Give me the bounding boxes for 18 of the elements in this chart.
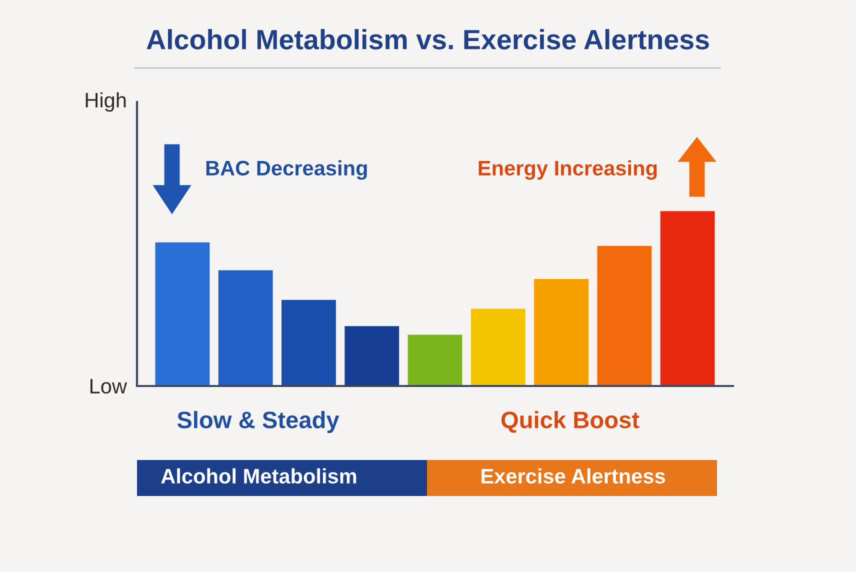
chart-title: Alcohol Metabolism vs. Exercise Alertness [146,29,709,50]
bar [218,270,273,386]
bar [408,334,462,386]
text: Quick Boost [501,410,640,433]
bar [597,246,652,386]
text: Low [90,379,128,394]
bar [344,326,400,386]
bar [660,211,715,386]
text: BAC Decreasing [206,160,367,180]
text: Alcohol Metabolism [161,468,356,484]
bar [155,242,210,386]
bar [534,279,588,386]
text: Slow & Steady [177,410,340,434]
text: Energy Increasing [478,160,657,180]
text: High [86,92,126,112]
text: Exercise Alertness [482,468,665,484]
bar [470,308,526,386]
bar [282,300,336,386]
